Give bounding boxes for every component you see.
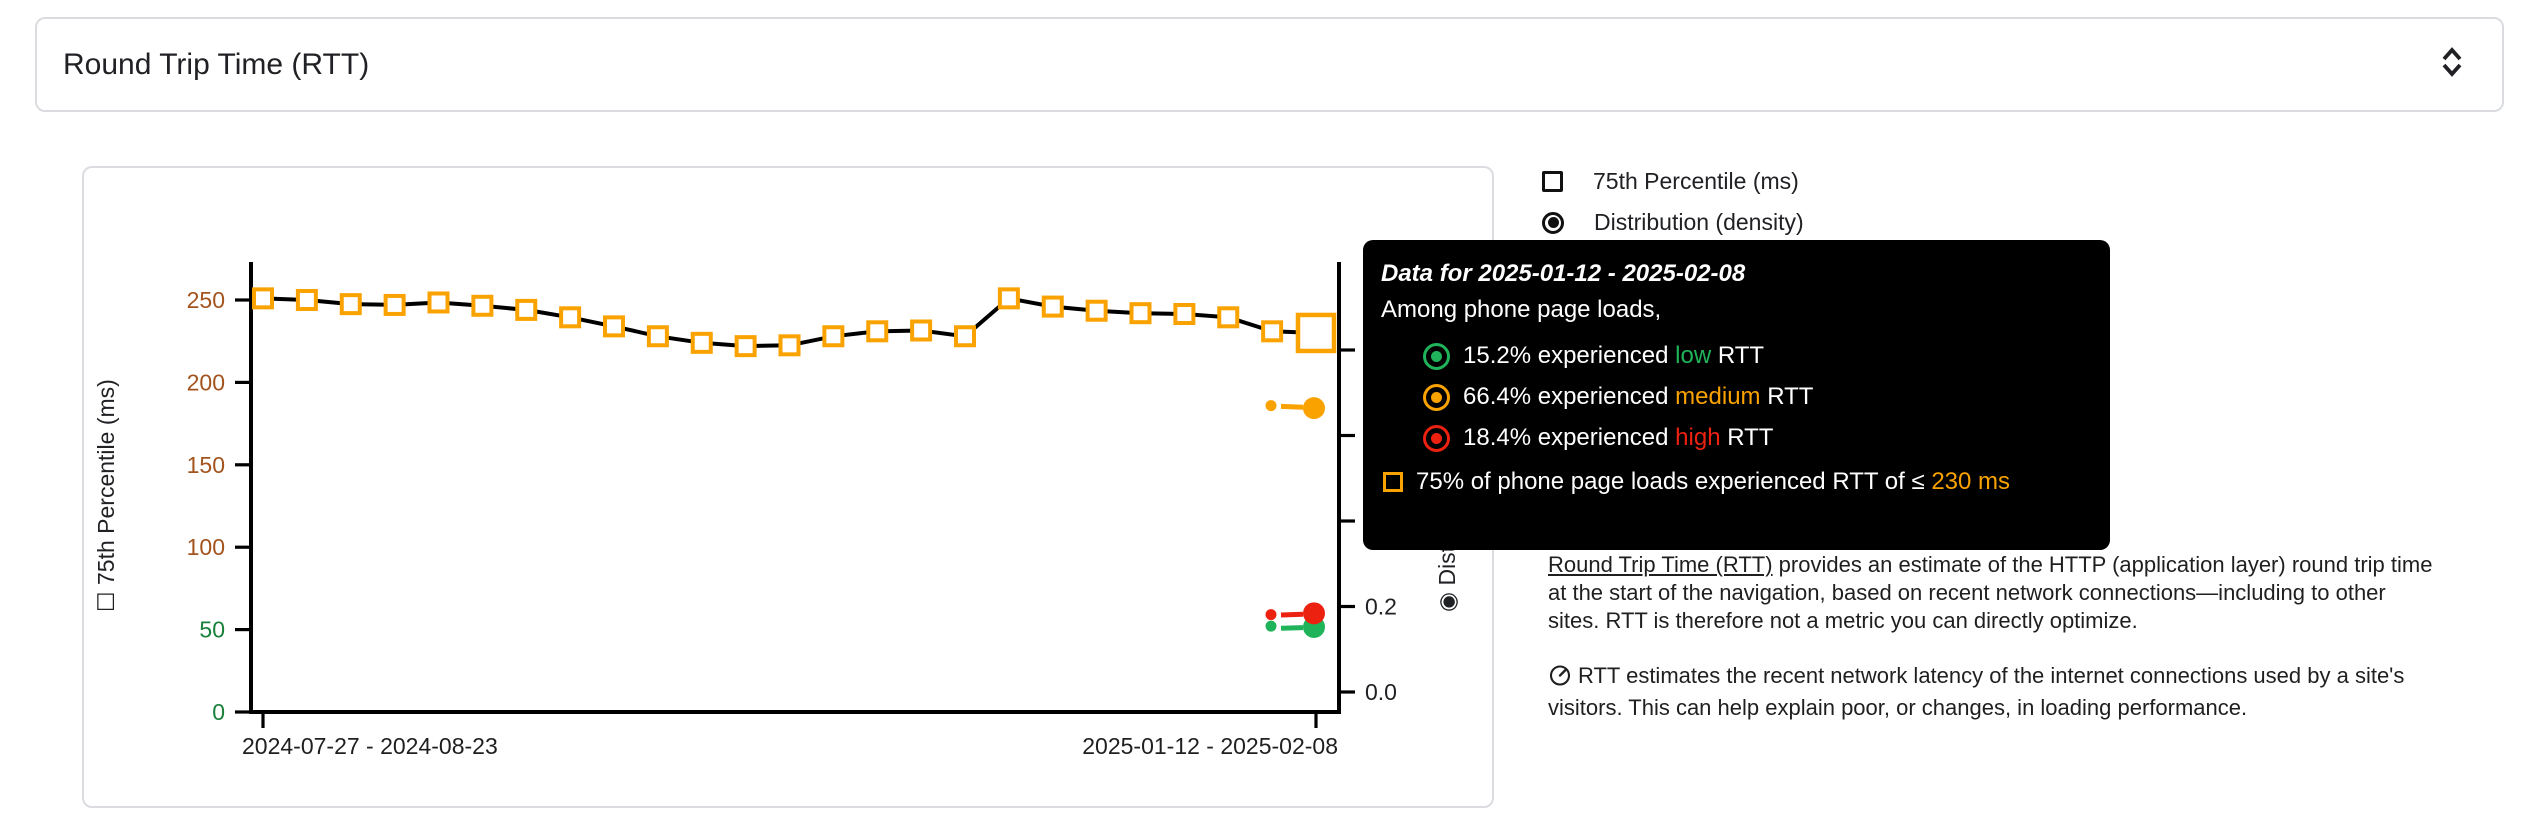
tooltip-title: Data for 2025-01-12 - 2025-02-08: [1381, 260, 1746, 287]
svg-text:50: 50: [199, 617, 225, 643]
description-para-1: Round Trip Time (RTT) provides an estima…: [1548, 552, 2433, 633]
metric-select[interactable]: Round Trip Time (RTT): [35, 17, 2504, 112]
metric-select-value: Round Trip Time (RTT): [63, 47, 370, 81]
svg-text:☐ 75th Percentile (ms): ☐ 75th Percentile (ms): [93, 379, 119, 612]
level-word: high: [1675, 424, 1721, 451]
legend-item-percentile[interactable]: 75th Percentile (ms): [1542, 168, 1804, 195]
description-para-2: RTT estimates the recent network latency…: [1548, 663, 2405, 720]
tooltip-row-low: 15.2% experienced low RTT: [1423, 342, 2092, 370]
metric-description: Round Trip Time (RTT) provides an estima…: [1548, 551, 2433, 722]
threshold-value: 230 ms: [1931, 468, 2011, 495]
svg-text:150: 150: [187, 452, 225, 478]
level-word: medium: [1675, 383, 1761, 410]
gauge-icon: [1548, 663, 1572, 694]
medium-density-dot-icon: [1423, 383, 1450, 411]
svg-text:0.2: 0.2: [1365, 594, 1397, 620]
tooltip-subtitle: Among phone page loads,: [1381, 296, 1662, 323]
svg-text:250: 250: [187, 287, 225, 313]
chart-card: [82, 166, 1494, 808]
unfold-more-icon: [2432, 42, 2472, 87]
checkbox-unchecked-icon[interactable]: [1542, 171, 1563, 192]
rtt-chart-svg[interactable]: 0501001502002500.00.20.40.60.82024-07-27…: [82, 166, 1494, 808]
legend-label: 75th Percentile (ms): [1593, 168, 1799, 194]
svg-text:0: 0: [212, 699, 225, 725]
svg-text:0.0: 0.0: [1365, 679, 1397, 705]
high-density-dot-icon: [1423, 424, 1450, 452]
low-density-dot-icon: [1423, 342, 1450, 370]
rtt-doc-link[interactable]: Round Trip Time (RTT): [1548, 552, 1773, 577]
chart-legend: 75th Percentile (ms) Distribution (densi…: [1542, 168, 1804, 236]
svg-text:200: 200: [187, 369, 225, 395]
svg-text:2025-01-12 - 2025-02-08: 2025-01-12 - 2025-02-08: [1082, 733, 1338, 759]
tooltip-row-medium: 66.4% experienced medium RTT: [1423, 383, 2092, 411]
legend-item-distribution[interactable]: Distribution (density): [1542, 209, 1804, 236]
svg-text:2024-07-27 - 2024-08-23: 2024-07-27 - 2024-08-23: [242, 733, 498, 759]
legend-label: Distribution (density): [1594, 209, 1804, 235]
data-tooltip: Data for 2025-01-12 - 2025-02-08 Among p…: [1363, 240, 2110, 550]
svg-text:100: 100: [187, 534, 225, 560]
tooltip-row-high: 18.4% experienced high RTT: [1423, 424, 2092, 452]
tooltip-row-percentile: 75% of phone page loads experienced RTT …: [1383, 468, 2092, 496]
level-word: low: [1675, 342, 1712, 369]
radio-selected-icon[interactable]: [1542, 211, 1564, 234]
percentile-square-icon: [1383, 472, 1403, 492]
